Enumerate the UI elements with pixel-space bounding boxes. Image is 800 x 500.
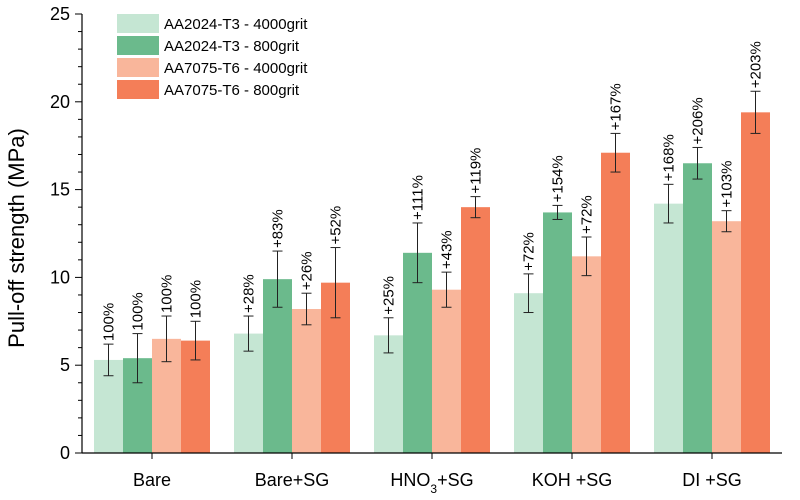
legend-swatch	[117, 58, 159, 77]
bar	[601, 152, 630, 453]
x-tick-label: HNO3+SG	[390, 470, 473, 496]
bar	[683, 163, 712, 453]
y-tick-label: 5	[60, 355, 70, 375]
data-label: +119%	[468, 148, 485, 194]
y-axis-title: Pull-off strength (MPa)	[4, 128, 29, 348]
bar	[543, 212, 572, 453]
data-label: +72%	[579, 195, 596, 234]
legend-label: AA2024-T3 - 800grit	[164, 38, 300, 55]
bar	[432, 289, 461, 453]
data-label: 100%	[188, 280, 205, 318]
data-label: +43%	[439, 230, 456, 269]
x-tick-label: Bare+SG	[255, 470, 330, 490]
x-tick-label: DI +SG	[682, 470, 742, 490]
legend-label: AA7075-T6 - 4000grit	[164, 60, 308, 77]
bar	[572, 256, 601, 453]
error-bars-layer	[103, 90, 761, 384]
y-tick-label: 15	[50, 180, 70, 200]
data-label: +167%	[608, 83, 625, 130]
data-label: +52%	[328, 206, 345, 245]
data-label: +154%	[550, 155, 567, 202]
y-tick-label: 25	[50, 4, 70, 24]
bar	[234, 333, 263, 453]
x-tick-label: KOH +SG	[532, 470, 613, 490]
legend: AA2024-T3 - 4000grit AA2024-T3 - 800grit A…	[117, 14, 308, 99]
data-label: 100%	[130, 292, 147, 330]
y-tick-label: 10	[50, 267, 70, 287]
data-label: 100%	[101, 303, 118, 341]
legend-label: AA2024-T3 - 4000grit	[164, 16, 308, 33]
data-label: +83%	[270, 209, 287, 248]
bar	[514, 293, 543, 453]
bar	[292, 309, 321, 453]
bar	[712, 221, 741, 453]
bar	[403, 252, 432, 453]
legend-swatch	[117, 80, 159, 99]
x-tick-label: Bare	[133, 470, 171, 490]
data-label: +28%	[241, 274, 258, 313]
data-label: +25%	[381, 276, 398, 315]
legend-label: AA7075-T6 - 800grit	[164, 82, 300, 99]
data-label: +206%	[690, 97, 707, 144]
data-label: +168%	[661, 134, 678, 181]
data-labels-layer: 100% +28% +25% +72% +168% 100% +83% +111% +154% +…	[101, 41, 765, 341]
axes-layer: 0 5 10 15 20 25 Bare Bare+SG HNO3+SG KOH +SG DI +S…	[50, 4, 782, 496]
data-label: +111%	[410, 175, 427, 220]
y-tick-label: 0	[60, 443, 70, 463]
bar	[741, 112, 770, 453]
data-label: +203%	[748, 41, 765, 88]
bar	[374, 335, 403, 453]
data-label: 100%	[159, 275, 176, 313]
bar	[263, 279, 292, 453]
bars-layer	[94, 112, 770, 453]
data-label: +26%	[299, 251, 316, 290]
legend-swatch	[117, 14, 159, 33]
bar	[654, 203, 683, 453]
data-label: +103%	[719, 161, 736, 208]
data-label: +72%	[521, 232, 538, 271]
y-tick-label: 20	[50, 92, 70, 112]
legend-swatch	[117, 36, 159, 55]
bar	[461, 207, 490, 453]
